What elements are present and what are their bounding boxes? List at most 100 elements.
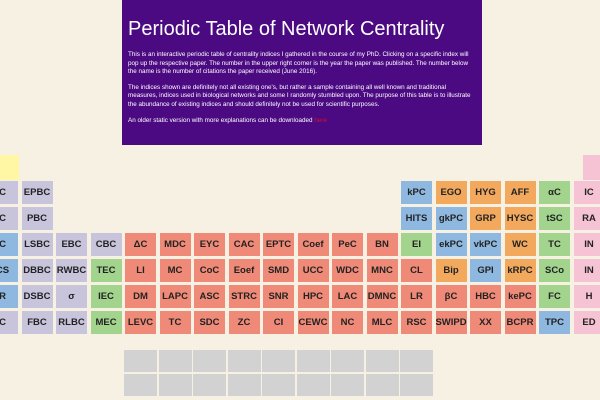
index-cell[interactable]: kePC <box>503 284 537 309</box>
index-cell[interactable]: CBC <box>89 232 123 257</box>
index-cell[interactable]: DSBC <box>20 284 54 309</box>
index-cell[interactable]: MLC <box>365 310 399 335</box>
index-cell[interactable]: XX <box>469 310 502 335</box>
index-cell[interactable]: SMD <box>262 258 295 283</box>
index-cell[interactable]: EPBC <box>20 180 54 205</box>
index-cell[interactable]: LAC <box>331 284 364 309</box>
index-cell[interactable]: WDC <box>331 258 364 283</box>
index-cell[interactable]: IN <box>572 258 600 283</box>
index-cell[interactable]: MDC <box>158 232 192 257</box>
index-cell[interactable]: MEC <box>89 310 123 335</box>
index-cell[interactable]: GPI <box>469 258 502 283</box>
index-cell[interactable]: BN <box>365 232 399 257</box>
index-cell[interactable]: PBC <box>20 206 54 231</box>
index-cell[interactable]: EGO <box>434 180 468 205</box>
index-cell[interactable]: vkPC <box>469 232 502 257</box>
index-cell[interactable]: HBC <box>469 284 502 309</box>
index-cell[interactable]: SNR <box>262 284 295 309</box>
index-label: ED <box>582 317 596 328</box>
index-cell[interactable]: LSBC <box>20 232 54 257</box>
index-cell[interactable]: CL <box>400 258 433 283</box>
index-cell[interactable]: tSC <box>538 206 571 231</box>
index-cell[interactable]: CAC <box>227 232 261 257</box>
index-cell[interactable]: CI <box>262 310 295 335</box>
index-cell[interactable]: C <box>0 310 19 335</box>
index-cell[interactable]: TC <box>158 310 192 335</box>
index-cell[interactable]: αC <box>538 180 571 205</box>
index-cell[interactable]: RA <box>572 206 600 231</box>
index-cell[interactable]: Bip <box>434 258 468 283</box>
index-cell[interactable]: C <box>0 206 19 231</box>
index-cell[interactable]: SCo <box>538 258 571 283</box>
index-label: RWBC <box>56 265 87 276</box>
index-cell[interactable]: EBC <box>55 232 88 257</box>
index-label: RSC <box>406 317 427 328</box>
legacy-cell <box>296 374 330 396</box>
index-cell[interactable]: C <box>0 232 19 257</box>
index-cell[interactable]: HYG <box>469 180 502 205</box>
index-cell[interactable]: kPC <box>400 180 433 205</box>
index-cell[interactable]: WC <box>503 232 537 257</box>
index-cell[interactable]: LI <box>124 258 157 283</box>
index-cell[interactable]: CS <box>0 258 19 283</box>
index-cell[interactable]: TC <box>538 232 571 257</box>
index-cell[interactable]: FC <box>538 284 571 309</box>
index-cell[interactable]: ekPC <box>434 232 468 257</box>
index-cell[interactable]: gkPC <box>434 206 468 231</box>
index-cell[interactable]: AFF <box>503 180 537 205</box>
index-cell[interactable]: GRP <box>469 206 502 231</box>
index-cell[interactable]: LEVC <box>124 310 157 335</box>
index-cell[interactable]: BCPR <box>503 310 537 335</box>
index-cell[interactable]: Coef <box>296 232 330 257</box>
index-cell[interactable]: EI <box>400 232 433 257</box>
index-cell[interactable]: R <box>0 284 19 309</box>
index-cell[interactable]: IEC <box>89 284 123 309</box>
index-cell[interactable]: H <box>572 284 600 309</box>
index-cell[interactable]: LAPC <box>158 284 192 309</box>
index-cell[interactable]: Eoef <box>227 258 261 283</box>
index-cell[interactable]: ΔC <box>124 232 157 257</box>
index-cell[interactable]: TEC <box>89 258 123 283</box>
index-cell[interactable]: ED <box>572 310 600 335</box>
index-cell[interactable]: NC <box>331 310 364 335</box>
index-cell[interactable]: σ <box>55 284 88 309</box>
download-link[interactable]: here <box>314 116 327 124</box>
index-cell[interactable]: IC <box>572 180 600 205</box>
index-label: PeC <box>338 239 357 250</box>
index-cell[interactable]: CoC <box>193 258 226 283</box>
index-cell[interactable]: SDC <box>193 310 226 335</box>
index-cell[interactable]: HYSC <box>503 206 537 231</box>
index-cell[interactable]: MC <box>158 258 192 283</box>
index-cell[interactable]: FBC <box>20 310 54 335</box>
index-label: HPC <box>302 291 324 302</box>
index-cell[interactable]: DBBC <box>20 258 54 283</box>
index-label: CBC <box>95 239 117 250</box>
index-cell[interactable]: RWBC <box>55 258 88 283</box>
index-cell[interactable]: HPC <box>296 284 330 309</box>
index-cell[interactable]: RLBC <box>55 310 88 335</box>
index-cell[interactable]: EPTC <box>262 232 295 257</box>
index-cell[interactable]: ZC <box>227 310 261 335</box>
index-label: IN <box>584 265 594 276</box>
index-label: Coef <box>302 239 324 250</box>
index-cell[interactable]: CEWC <box>296 310 330 335</box>
index-cell[interactable]: RSC <box>400 310 433 335</box>
index-cell[interactable]: LR <box>400 284 433 309</box>
index-cell[interactable]: PeC <box>331 232 364 257</box>
index-cell[interactable]: HITS <box>400 206 433 231</box>
index-cell[interactable]: TPC <box>538 310 571 335</box>
index-label: IC <box>584 187 594 198</box>
index-cell[interactable]: DM <box>124 284 157 309</box>
index-cell[interactable]: ASC <box>193 284 226 309</box>
index-cell[interactable]: SWIPD <box>434 310 468 335</box>
index-cell[interactable]: DMNC <box>365 284 399 309</box>
index-cell[interactable]: EYC <box>193 232 226 257</box>
index-label: HBC <box>475 291 496 302</box>
index-cell[interactable]: kRPC <box>503 258 537 283</box>
index-cell[interactable]: UCC <box>296 258 330 283</box>
index-cell[interactable]: βC <box>434 284 468 309</box>
index-cell[interactable]: IN <box>572 232 600 257</box>
index-cell[interactable]: STRC <box>227 284 261 309</box>
index-cell[interactable]: MNC <box>365 258 399 283</box>
index-cell[interactable]: C <box>0 180 19 205</box>
